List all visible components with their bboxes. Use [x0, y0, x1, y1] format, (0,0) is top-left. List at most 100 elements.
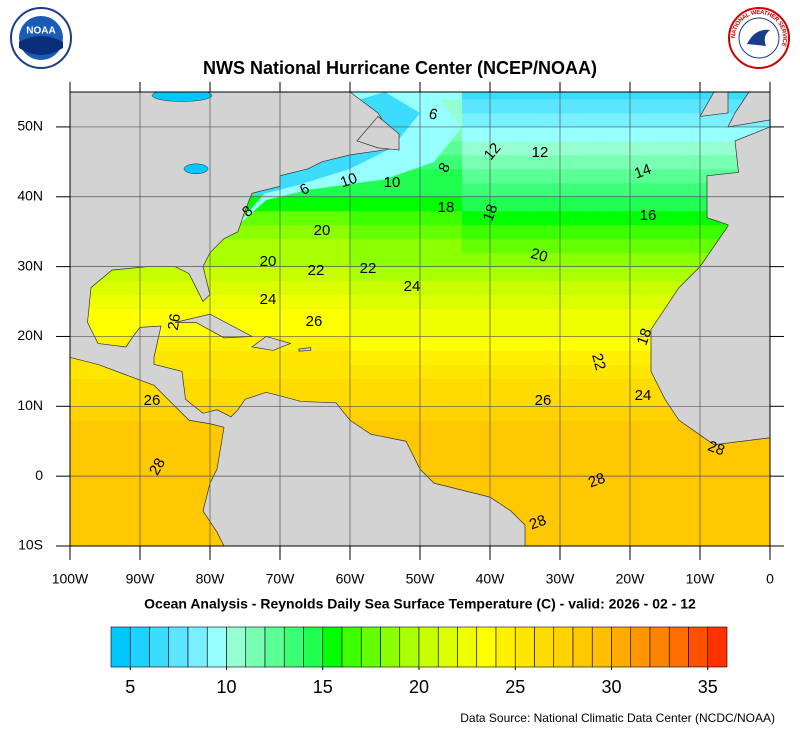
sst-cell	[546, 224, 561, 240]
sst-cell	[182, 420, 197, 435]
sst-cell	[532, 504, 547, 519]
sst-cell	[448, 364, 463, 379]
sst-cell	[560, 224, 575, 240]
sst-cell	[112, 448, 127, 463]
contour-label: 26	[165, 312, 185, 331]
sst-cell	[644, 112, 659, 128]
sst-cell	[490, 98, 505, 114]
y-tick-label: 10S	[18, 537, 43, 553]
sst-cell	[406, 280, 421, 296]
sst-cell	[560, 518, 575, 533]
sst-cell	[182, 378, 197, 393]
sst-cell	[546, 92, 561, 100]
sst-cell	[728, 476, 743, 491]
sst-cell	[742, 532, 757, 546]
sst-cell	[280, 266, 295, 282]
sst-cell	[546, 98, 561, 114]
sst-cell	[266, 196, 281, 212]
sst-cell	[532, 224, 547, 240]
sst-cell	[644, 238, 659, 254]
sst-cell	[364, 196, 379, 212]
sst-cell	[168, 308, 183, 323]
sst-cell	[602, 154, 617, 170]
sst-cell	[490, 196, 505, 212]
sst-cell	[672, 92, 687, 100]
sst-cell	[420, 294, 435, 310]
sst-cell	[406, 350, 421, 365]
sst-cell	[756, 476, 770, 491]
sst-cell	[70, 378, 85, 393]
sst-cell	[168, 518, 183, 533]
sst-cell	[686, 490, 701, 505]
sst-cell	[490, 336, 505, 351]
sst-cell	[574, 504, 589, 519]
sst-cell	[518, 98, 533, 114]
sst-cell	[476, 154, 491, 170]
sst-cell	[70, 504, 85, 519]
sst-cell	[154, 420, 169, 435]
sst-cell	[504, 336, 519, 351]
sst-cell	[196, 378, 211, 393]
colorbar-cell	[437, 626, 458, 668]
sst-cell	[462, 238, 477, 254]
sst-cell	[616, 98, 631, 114]
x-tick-label: 20W	[616, 571, 646, 587]
sst-cell	[532, 448, 547, 463]
sst-cell	[714, 532, 729, 546]
sst-cell	[658, 126, 673, 142]
sst-cell	[406, 196, 421, 212]
sst-cell	[672, 238, 687, 254]
sst-cell	[518, 182, 533, 198]
sst-cell	[560, 434, 575, 449]
sst-cell	[616, 140, 631, 156]
colorbar-cell	[418, 626, 439, 668]
sst-cell	[434, 92, 449, 100]
sst-cell	[602, 252, 617, 268]
sst-cell	[252, 252, 267, 268]
contour-label: 28	[705, 438, 726, 460]
sst-cell	[518, 238, 533, 254]
sst-cell	[98, 434, 113, 449]
sst-cell	[700, 462, 715, 477]
sst-cell	[644, 476, 659, 491]
sst-cell	[420, 210, 435, 226]
colorbar-cell	[707, 626, 728, 668]
sst-cell	[210, 336, 225, 351]
sst-cell	[658, 112, 673, 128]
sst-cell	[322, 378, 337, 393]
sst-cell	[280, 322, 295, 337]
sst-cell	[588, 294, 603, 310]
colorbar-cell	[688, 626, 709, 668]
colorbar-tick-label: 5	[125, 677, 135, 697]
sst-cell	[728, 504, 743, 519]
colorbar-tick-label: 30	[601, 677, 621, 697]
sst-cell	[672, 252, 687, 268]
sst-cell	[434, 308, 449, 323]
sst-cell	[196, 294, 211, 310]
sst-cell	[532, 126, 547, 142]
sst-cell	[462, 140, 477, 156]
sst-cell	[392, 406, 407, 421]
sst-cell	[574, 196, 589, 212]
sst-cell	[490, 294, 505, 310]
sst-cell	[532, 392, 547, 407]
sst-cell	[378, 252, 393, 268]
sst-cell	[322, 280, 337, 296]
sst-cell	[98, 462, 113, 477]
sst-cell	[658, 182, 673, 198]
sst-cell	[588, 92, 603, 100]
sst-cell	[504, 490, 519, 505]
sst-cell	[602, 196, 617, 212]
sst-cell	[420, 434, 435, 449]
sst-cell	[756, 490, 770, 505]
sst-cell	[602, 210, 617, 226]
sst-cell	[700, 126, 715, 142]
x-tick-label: 90W	[126, 571, 156, 587]
sst-cell	[644, 196, 659, 212]
sst-cell	[420, 182, 435, 198]
sst-cell	[308, 266, 323, 282]
sst-cell	[686, 434, 701, 449]
sst-cell	[644, 168, 659, 184]
sst-cell	[742, 504, 757, 519]
colorbar-cell	[572, 626, 593, 668]
